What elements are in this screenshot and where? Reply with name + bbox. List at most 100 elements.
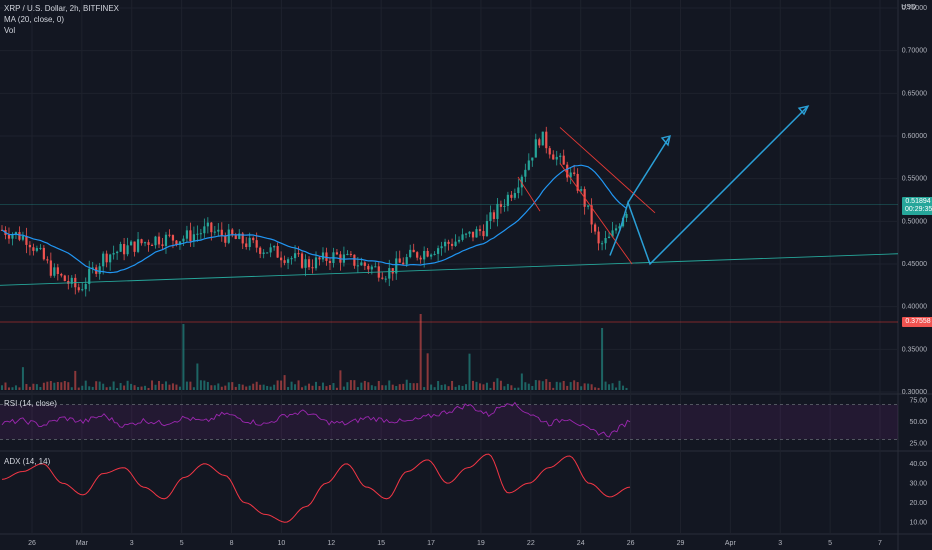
- candle-body: [220, 229, 223, 236]
- rsi-legend[interactable]: RSI (14, close): [4, 399, 57, 408]
- volume-bar: [590, 384, 593, 390]
- volume-bar: [178, 386, 181, 390]
- price-tick-label: 0.50000: [902, 218, 927, 225]
- volume-bar: [555, 381, 558, 390]
- candle-body: [594, 224, 597, 232]
- candle-body: [63, 275, 66, 281]
- candle-body: [457, 239, 461, 242]
- time-tick-label: 29: [677, 540, 685, 547]
- time-tick-label: 3: [130, 540, 134, 547]
- candle-body: [123, 244, 126, 255]
- candle-body: [18, 232, 21, 240]
- ma-legend[interactable]: MA (20, close, 0): [4, 15, 65, 24]
- candle-body: [42, 247, 45, 260]
- candle-body: [157, 236, 161, 245]
- volume-bar: [241, 384, 244, 390]
- candle-body: [370, 266, 373, 270]
- candle-body: [109, 254, 112, 263]
- volume-bar: [116, 387, 119, 390]
- time-tick-label: 26: [28, 540, 36, 547]
- candle-body: [203, 226, 206, 234]
- volume-bar: [437, 381, 440, 390]
- volume-bar: [102, 383, 105, 390]
- time-tick-label: Apr: [725, 540, 737, 547]
- time-tick-label: 17: [427, 540, 435, 547]
- volume-bar: [625, 387, 628, 390]
- time-tick-label: 22: [527, 540, 535, 547]
- vol-legend[interactable]: Vol: [4, 26, 16, 35]
- volume-bar: [297, 380, 300, 390]
- volume-bar: [4, 382, 7, 390]
- candle-body: [419, 257, 422, 260]
- candle-body: [283, 260, 286, 263]
- volume-bar: [133, 385, 136, 390]
- candle-body: [175, 240, 178, 245]
- volume-bar: [199, 380, 202, 390]
- volume-bar: [234, 386, 237, 390]
- volume-bar: [287, 387, 290, 390]
- adx-pane[interactable]: [1, 453, 631, 523]
- candle-body: [482, 231, 485, 237]
- volume-bar: [384, 385, 387, 390]
- volume-bar: [433, 387, 436, 390]
- time-tick-label: 19: [477, 540, 485, 547]
- volume-bar: [335, 387, 338, 390]
- candle-body: [503, 205, 506, 207]
- rsi-pane[interactable]: [0, 401, 898, 440]
- volume-bar: [315, 381, 317, 390]
- rsi-tick-label: 25.00: [909, 441, 927, 448]
- symbol-legend[interactable]: XRP / U.S. Dollar, 2h, BITFINEX: [4, 4, 119, 13]
- volume-bar: [496, 378, 499, 390]
- currency-label[interactable]: USD: [901, 4, 916, 11]
- volume-bar: [164, 381, 167, 390]
- volume-bar: [566, 385, 569, 390]
- volume-bar: [276, 380, 279, 390]
- candle-body: [81, 289, 84, 291]
- volume-bar: [349, 380, 352, 390]
- volume-bar: [88, 386, 91, 390]
- candle-body: [70, 277, 73, 284]
- volume-bar: [70, 387, 73, 390]
- candle-body: [238, 233, 241, 239]
- candle-body: [489, 212, 492, 221]
- candle-body: [625, 214, 628, 218]
- volume-bar: [513, 387, 516, 390]
- volume-bar: [531, 385, 534, 390]
- candle-body: [562, 155, 565, 165]
- candle-body: [297, 253, 300, 255]
- candle-body: [335, 252, 339, 255]
- volume-bar: [91, 386, 94, 390]
- candle-body: [178, 241, 182, 245]
- candle-body: [112, 253, 115, 255]
- candle-body: [559, 155, 562, 157]
- volume-bar: [465, 384, 468, 390]
- volume-pane: [0, 314, 898, 390]
- candle-body: [140, 239, 143, 244]
- volume-bar: [63, 381, 66, 390]
- volume-bar: [105, 387, 108, 390]
- volume-bar: [126, 380, 129, 390]
- volume-bar: [189, 381, 192, 390]
- volume-bar: [478, 383, 481, 390]
- adx-legend[interactable]: ADX (14, 14): [4, 457, 51, 466]
- volume-bar: [301, 387, 304, 390]
- candle-body: [28, 244, 32, 248]
- candle-body: [353, 254, 356, 266]
- price-pane[interactable]: [0, 105, 899, 297]
- candle-body: [293, 253, 297, 259]
- candle-body: [450, 243, 454, 246]
- channel-upper: [559, 127, 656, 214]
- candle-body: [88, 268, 91, 285]
- candle-body: [545, 131, 548, 149]
- candle-body: [224, 235, 227, 243]
- candle-body: [440, 246, 443, 249]
- candle-body: [576, 173, 579, 191]
- volume-bar: [377, 381, 380, 390]
- candle-body: [600, 243, 604, 245]
- volume-bar: [231, 382, 234, 390]
- candle-body: [273, 246, 276, 248]
- volume-bar: [21, 367, 24, 390]
- candle-body: [136, 239, 140, 252]
- candle-body: [116, 251, 119, 254]
- candle-body: [398, 258, 401, 263]
